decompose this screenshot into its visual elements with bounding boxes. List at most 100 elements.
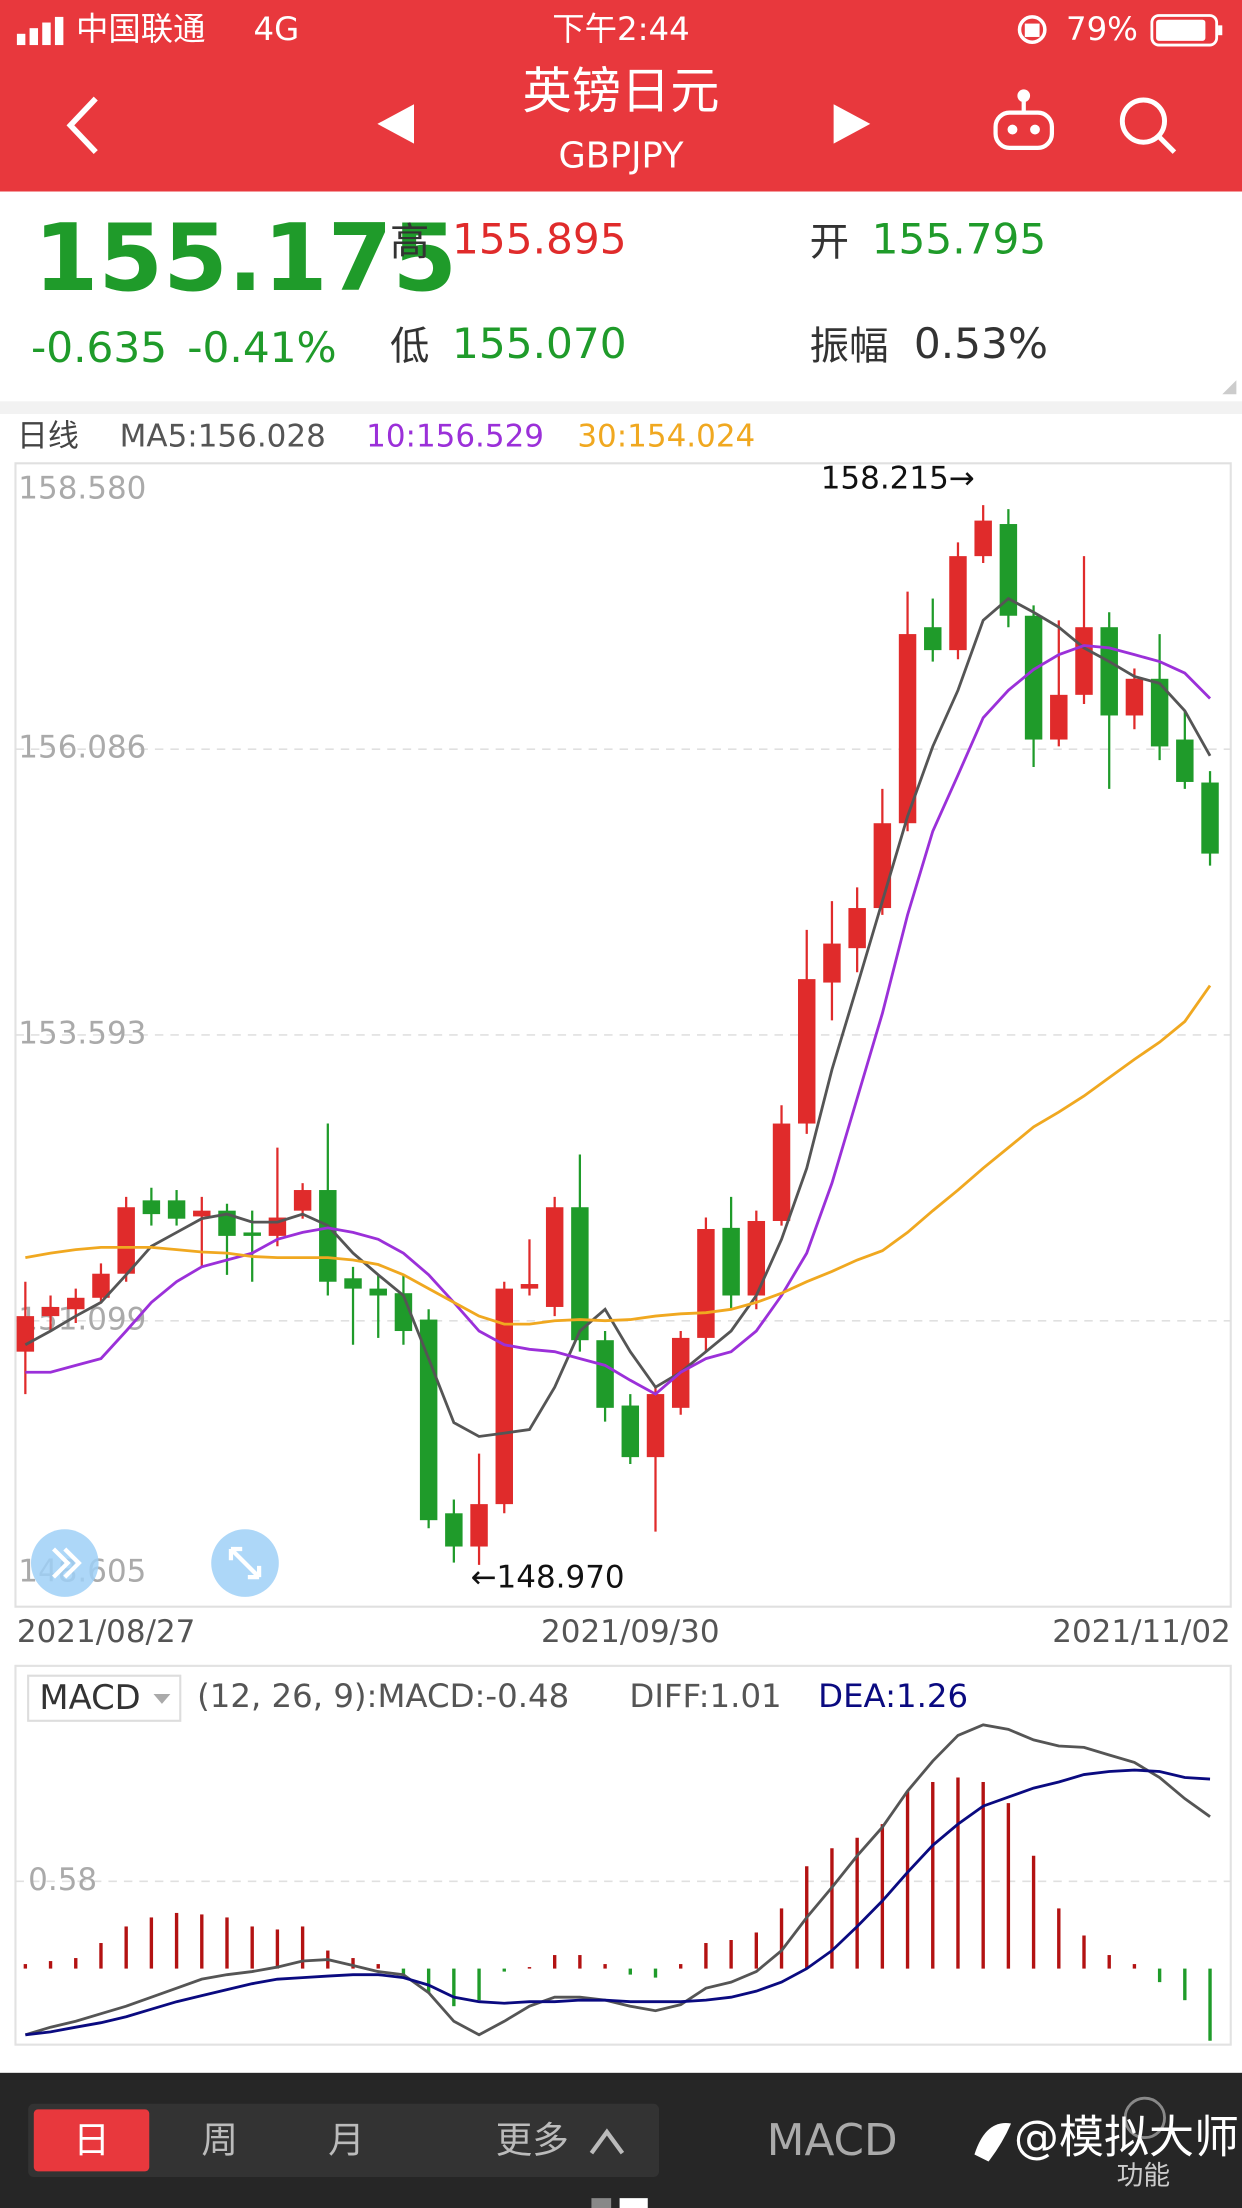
low-label: 低 xyxy=(390,324,429,370)
scroll-icon xyxy=(52,1547,82,1579)
candle-body xyxy=(369,1288,387,1296)
high-label: 高 xyxy=(390,220,429,266)
indicator-params: (12, 26, 9):MACD:-0.48 xyxy=(197,1677,569,1715)
candle-body xyxy=(1050,694,1068,740)
tab[interactable]: 更多 xyxy=(496,2118,569,2161)
amplitude: 0.53% xyxy=(914,319,1048,368)
candle-body xyxy=(1075,627,1093,695)
battery-text: 79% xyxy=(1066,10,1138,48)
fullscreen-icon xyxy=(228,1546,262,1580)
candle-body xyxy=(1150,678,1169,747)
candle-body xyxy=(1100,627,1118,716)
low: 155.070 xyxy=(452,319,627,368)
ma-line xyxy=(25,984,1212,1326)
dropdown-arrow xyxy=(153,1694,171,1704)
candle-body xyxy=(1024,615,1043,740)
symbol: GBPJPY xyxy=(559,136,684,177)
candle-body xyxy=(1176,739,1194,782)
open-label: 开 xyxy=(810,220,849,266)
candle-body xyxy=(949,556,967,651)
candle-body xyxy=(545,1207,564,1307)
candle-body xyxy=(520,1284,539,1289)
lock-icon xyxy=(1017,15,1047,45)
expand-corner xyxy=(1222,380,1237,395)
candle-body xyxy=(470,1504,488,1547)
indicator-button[interactable]: MACD xyxy=(767,2115,898,2166)
candle-body xyxy=(293,1190,312,1211)
candle-body xyxy=(823,943,841,983)
period-label: 日线 xyxy=(17,418,79,454)
candle-body xyxy=(621,1405,640,1458)
candle-body xyxy=(1125,678,1144,716)
watermark: @模拟大师 xyxy=(1014,2110,1239,2163)
candle-body xyxy=(243,1232,261,1236)
high-annotation: 158.215→ xyxy=(821,460,975,496)
y-tick-label: 153.593 xyxy=(18,1015,146,1051)
back-button[interactable] xyxy=(66,96,98,155)
candle-body xyxy=(67,1297,85,1310)
function-label: 功能 xyxy=(1117,2161,1171,2192)
candle-body xyxy=(924,627,942,651)
candle-body xyxy=(419,1319,438,1521)
candle-body xyxy=(596,1340,614,1408)
ma-line xyxy=(25,644,1212,1396)
overlay-buttons xyxy=(30,1529,279,1597)
watermark-logo xyxy=(974,2123,1012,2162)
ma-line xyxy=(24,596,1212,1438)
carrier: 中国联通 xyxy=(76,10,206,48)
change-pct: -0.41% xyxy=(187,323,336,372)
robot-button[interactable] xyxy=(993,89,1055,150)
open: 155.795 xyxy=(872,215,1047,264)
amplitude-label: 振幅 xyxy=(810,324,889,370)
candle-body xyxy=(1201,782,1219,854)
candle-body xyxy=(974,520,992,557)
indicator-select[interactable] xyxy=(27,1674,182,1722)
candle-body xyxy=(16,1316,35,1352)
home-indicator xyxy=(591,2198,612,2208)
high: 155.895 xyxy=(452,215,627,264)
candle-body xyxy=(873,823,892,909)
candle-body xyxy=(319,1190,337,1282)
tab[interactable]: 日 xyxy=(73,2118,110,2161)
macd-line xyxy=(25,1768,1211,2037)
x-tick-label: 2021/09/30 xyxy=(541,1614,720,1650)
prev-button[interactable] xyxy=(377,104,414,144)
function-icon[interactable] xyxy=(1123,2096,1166,2139)
divider xyxy=(0,401,1242,414)
macd-line xyxy=(24,1723,1211,2037)
indicator-label: MACD xyxy=(39,1678,140,1717)
legend-item: 30:154.024 xyxy=(577,418,755,454)
tab[interactable]: 月 xyxy=(328,2118,365,2161)
candle-body xyxy=(571,1207,589,1341)
candle-body xyxy=(142,1200,161,1215)
period-tabs xyxy=(28,2103,660,2178)
y-tick-label: 156.086 xyxy=(18,730,146,766)
candle-body xyxy=(445,1513,463,1547)
tab-active[interactable] xyxy=(33,2109,150,2172)
battery-icon xyxy=(1150,14,1223,47)
legend-item: MA5:156.028 xyxy=(120,418,326,454)
next-button[interactable] xyxy=(833,104,871,144)
y-tick-label: 158.580 xyxy=(18,471,146,507)
network: 4G xyxy=(253,10,299,48)
candle-body xyxy=(117,1207,135,1274)
search-button[interactable] xyxy=(1119,97,1177,154)
candle-body xyxy=(747,1220,766,1296)
candle-body xyxy=(92,1273,110,1298)
candle-body xyxy=(798,979,816,1124)
candle-body xyxy=(848,908,866,949)
candle-body xyxy=(999,524,1018,616)
signal-icon xyxy=(16,16,64,46)
x-tick-label: 2021/11/02 xyxy=(1052,1614,1231,1650)
legend-item: 10:156.529 xyxy=(366,418,544,454)
x-tick-label: 2021/08/27 xyxy=(17,1614,195,1650)
tab[interactable]: 周 xyxy=(201,2118,238,2161)
candle-body xyxy=(898,634,917,824)
candle-body xyxy=(772,1123,791,1221)
chart-layer: 日线 MA5:156.028 10:156.529 30:154.024 158.580… xyxy=(15,418,1231,2041)
clock: 下午2:44 xyxy=(552,10,689,48)
legend-item: DEA:1.26 xyxy=(818,1677,968,1715)
home-indicator xyxy=(619,2198,648,2208)
